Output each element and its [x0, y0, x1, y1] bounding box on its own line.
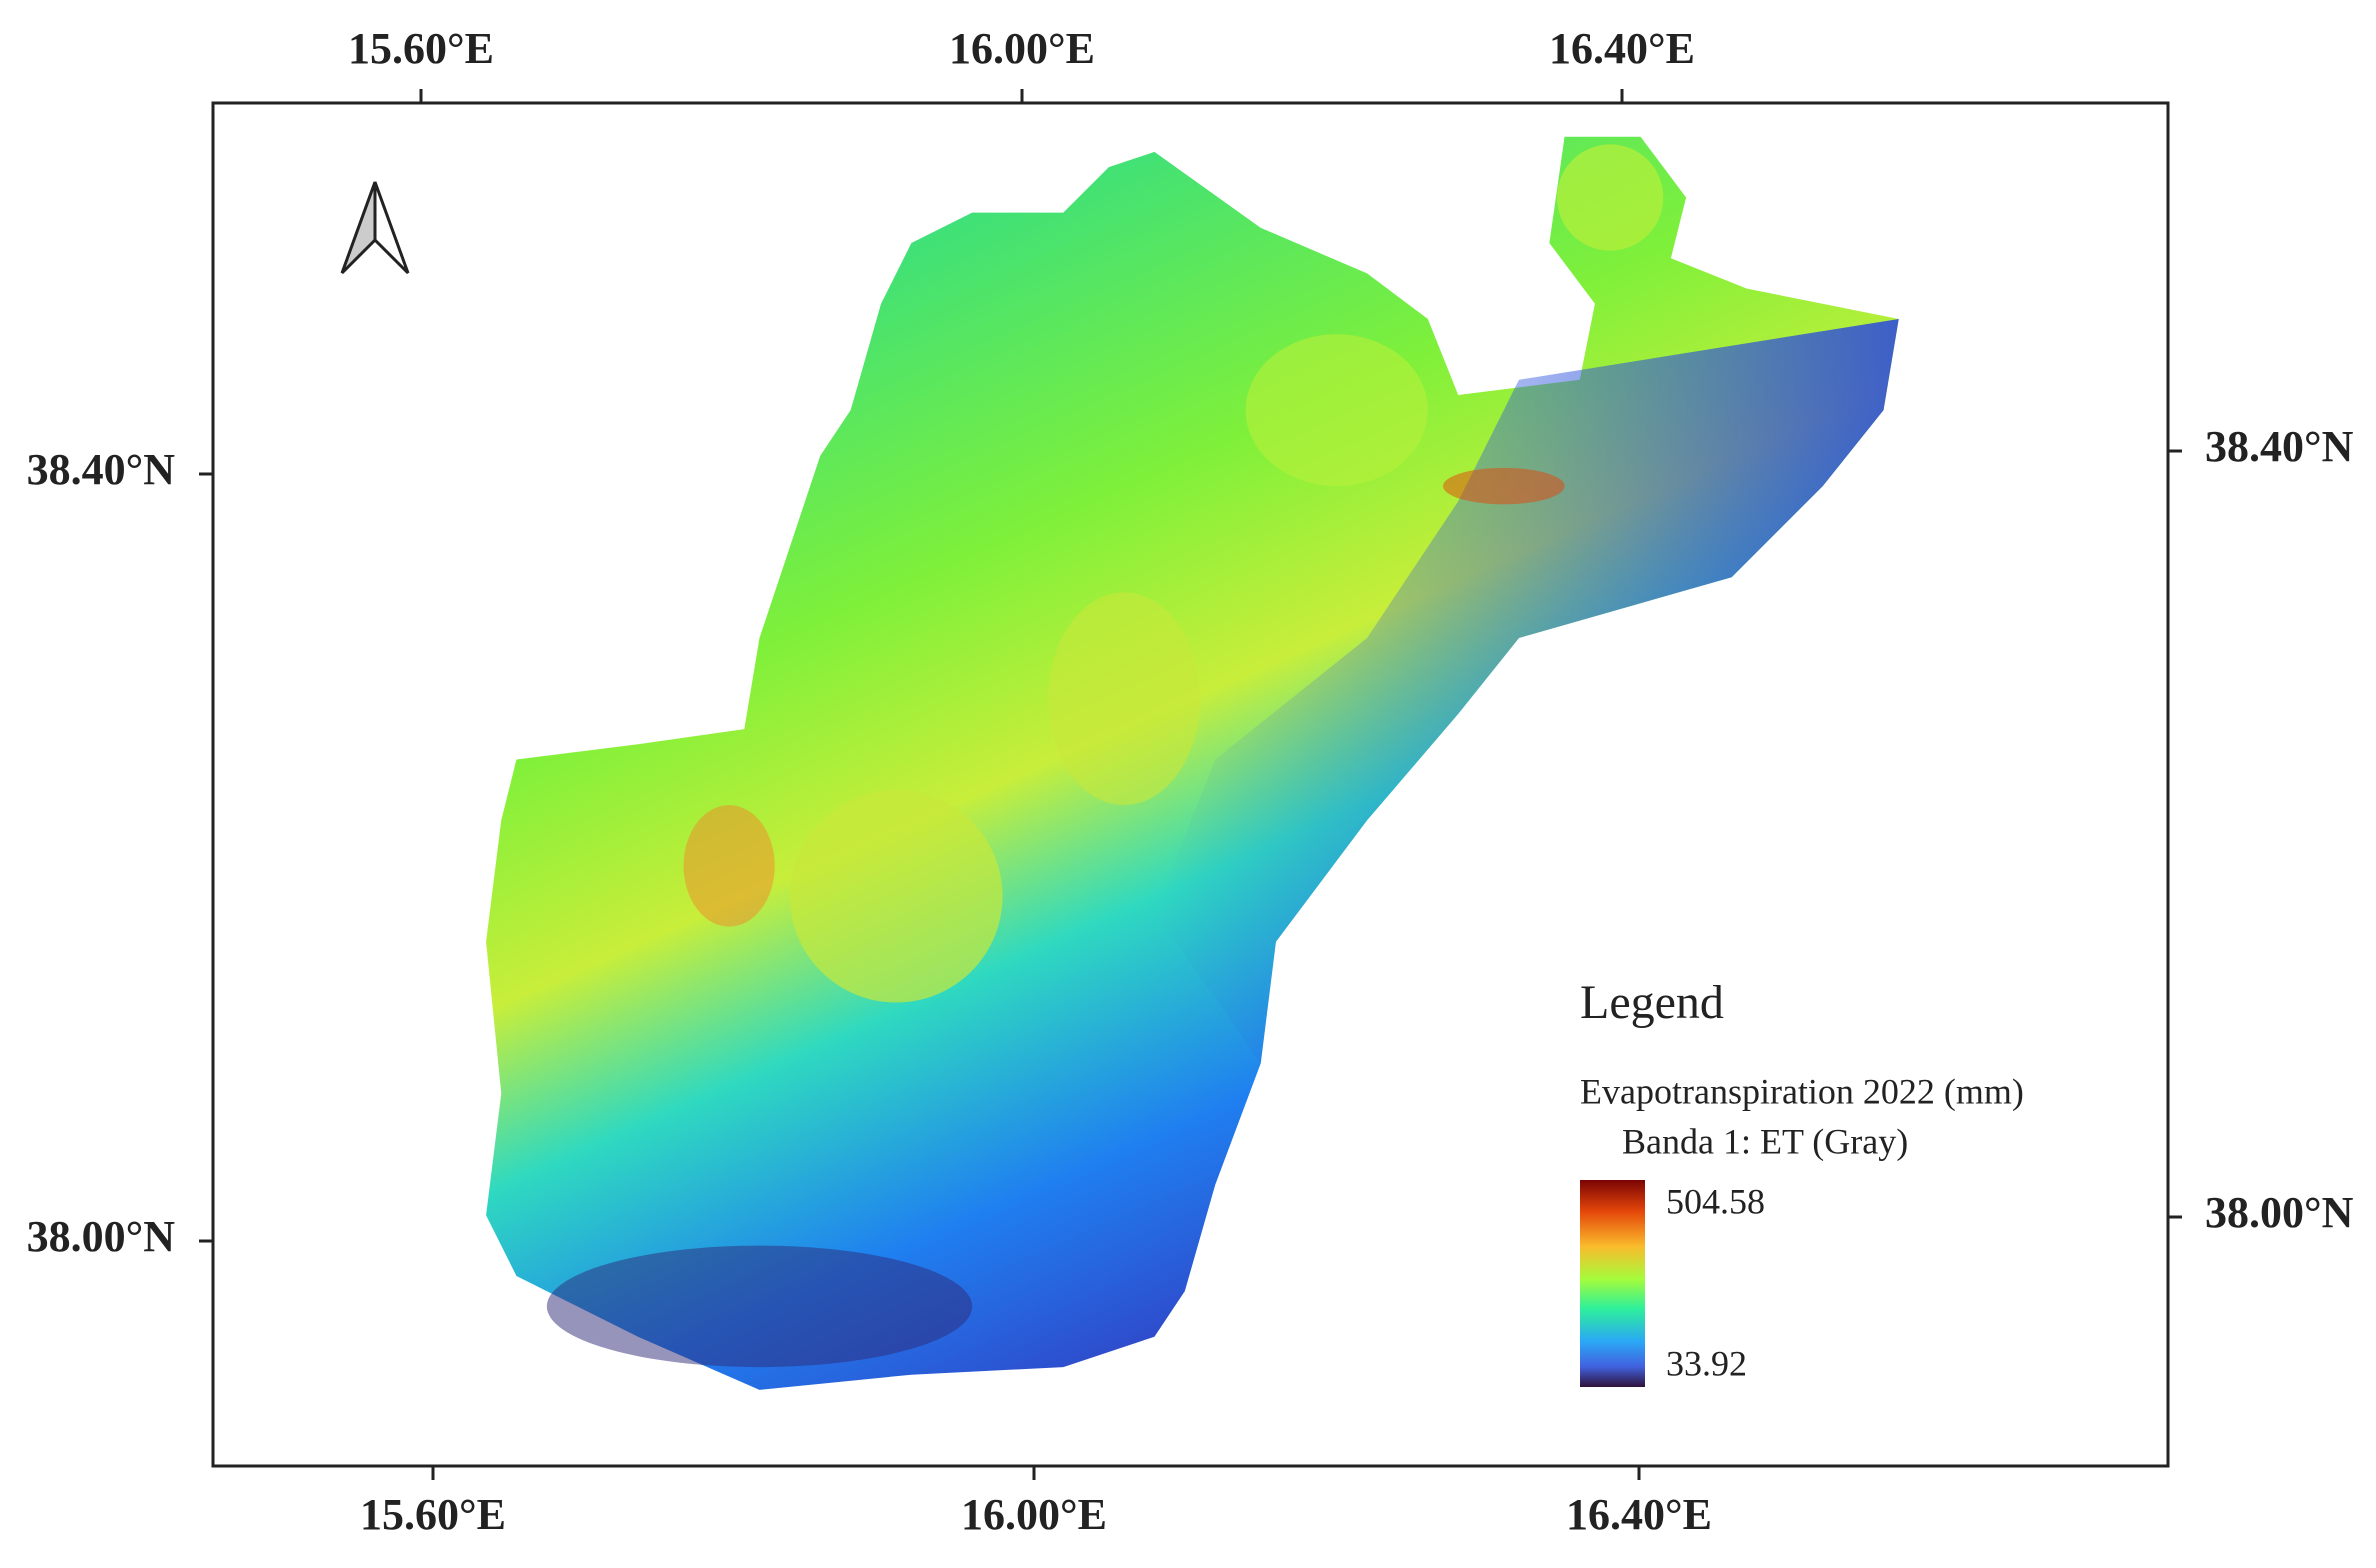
- bottom-tick-label: 16.00°E: [961, 1490, 1107, 1539]
- bottom-tick-label: 16.40°E: [1566, 1490, 1712, 1539]
- eastern-low-et: [1154, 318, 1899, 1064]
- legend-max: 504.58: [1666, 1181, 1765, 1221]
- top-tick-label: 16.40°E: [1549, 24, 1695, 73]
- high-et-zone: [1245, 334, 1428, 487]
- bottom-tick-label: 15.60°E: [360, 1490, 506, 1539]
- high-et-zone: [789, 789, 1003, 1003]
- top-tick-label: 16.00°E: [949, 24, 1095, 73]
- north-arrow: [340, 181, 410, 275]
- graticule-ticks: 15.60°E 16.00°E 16.40°E 15.60°E 16.00°E 16.40…: [27, 24, 2354, 1539]
- legend-min: 33.92: [1666, 1343, 1747, 1383]
- right-tick-label: 38.00°N: [2205, 1188, 2354, 1237]
- legend-title: Legend: [1580, 976, 1724, 1029]
- high-et-zone: [1048, 592, 1201, 806]
- legend-color-ramp: [1580, 1180, 1645, 1387]
- right-tick-label: 38.40°N: [2205, 422, 2354, 471]
- hot-spot: [1443, 467, 1565, 505]
- low-et-zone: [546, 1245, 973, 1368]
- high-et-zone: [1556, 144, 1664, 251]
- legend-band: Banda 1: ET (Gray): [1622, 1121, 1908, 1161]
- left-tick-label: 38.00°N: [27, 1212, 176, 1261]
- legend-layer: Evapotranspiration 2022 (mm): [1580, 1071, 2024, 1111]
- left-tick-label: 38.40°N: [27, 445, 176, 494]
- hot-spot: [683, 805, 775, 927]
- top-tick-label: 15.60°E: [348, 24, 494, 73]
- et-raster: [486, 136, 1899, 1390]
